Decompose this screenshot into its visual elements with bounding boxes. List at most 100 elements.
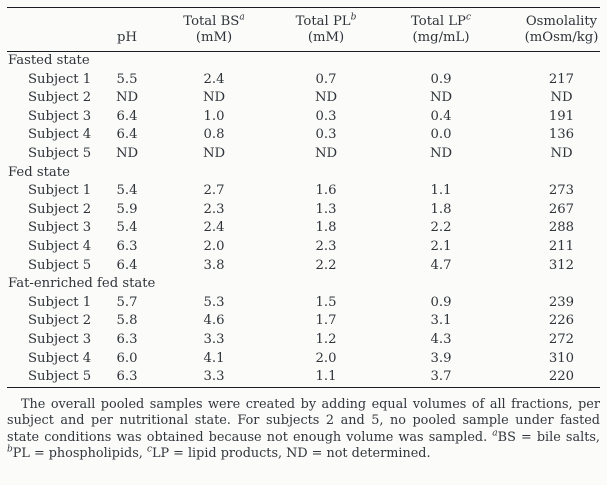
table-figure: pH Total BSa (mM) Total PLb (mM) Total L… xyxy=(7,7,600,463)
column-header-title: Total LPc xyxy=(383,12,499,30)
cell-value: 3.1 xyxy=(430,313,452,329)
column-header-title: Osmolality xyxy=(523,14,600,30)
column-header-total-bs: Total BSa (mM) xyxy=(159,7,269,52)
footnote-text: The overall pooled samples were created … xyxy=(7,397,600,463)
column-header-unit: (mg/mL) xyxy=(412,30,470,45)
column-header-ph: pH xyxy=(95,7,159,52)
footnote-marker-icon: b xyxy=(350,12,357,23)
cell-value: 4.6 xyxy=(203,313,225,329)
cell-value: 6.4 xyxy=(116,127,138,143)
table-row: Subject 2 ND ND ND ND ND xyxy=(7,89,600,108)
row-label: Subject 4 xyxy=(28,350,92,366)
section-title: Fasted state xyxy=(8,53,90,68)
column-header-title: Total BSa xyxy=(159,12,269,30)
header-empty-cell xyxy=(7,7,95,52)
cell-value: 5.4 xyxy=(116,183,138,199)
data-table: pH Total BSa (mM) Total PLb (mM) Total L… xyxy=(7,7,600,388)
row-label: Subject 2 xyxy=(28,90,92,106)
footnote-superscript: c xyxy=(146,444,152,455)
cell-value: 1.7 xyxy=(315,313,337,329)
column-header-osmolality: Osmolality (mOsm/kg) xyxy=(499,7,600,52)
footnote-segment: The overall pooled samples were created … xyxy=(7,396,600,445)
row-label: Subject 2 xyxy=(28,201,92,217)
cell-value: ND xyxy=(115,90,139,106)
table-row: Subject 4 6.3 2.0 2.3 2.1 211 xyxy=(7,238,600,257)
cell-value: 0.7 xyxy=(315,71,337,87)
cell-value: 136 xyxy=(548,127,575,143)
footnote-marker-icon: c xyxy=(465,12,471,23)
row-label: Subject 5 xyxy=(28,369,92,385)
section-title-row: Fed state xyxy=(7,164,600,183)
table-row: Subject 3 6.3 3.3 1.2 4.3 272 xyxy=(7,331,600,350)
column-header-unit: (mM) xyxy=(195,30,233,45)
cell-value: ND xyxy=(202,90,226,106)
cell-value: 1.1 xyxy=(315,369,337,385)
cell-value: 4.7 xyxy=(430,257,452,273)
table-row: Subject 1 5.7 5.3 1.5 0.9 239 xyxy=(7,294,600,313)
cell-value: 5.5 xyxy=(116,71,138,87)
cell-value: 226 xyxy=(548,313,575,329)
cell-value: 0.9 xyxy=(430,294,452,310)
footnote-superscript: b xyxy=(7,444,13,455)
cell-value: 3.8 xyxy=(203,257,225,273)
column-header-label: Osmolality xyxy=(525,14,598,29)
column-header-total-pl: Total PLb (mM) xyxy=(269,7,383,52)
cell-value: ND xyxy=(550,90,573,106)
table-row: Subject 4 6.4 0.8 0.3 0.0 136 xyxy=(7,126,600,145)
row-label: Subject 5 xyxy=(28,145,92,161)
cell-value: 0.8 xyxy=(203,127,225,143)
cell-value: 5.9 xyxy=(116,201,138,217)
cell-value: 3.3 xyxy=(203,369,225,385)
table-body: Fasted state Subject 1 5.5 2.4 0.7 0.9 217 Subj… xyxy=(7,52,600,388)
footnote-segment: BS = bile salts, xyxy=(497,429,600,445)
cell-value: 0.3 xyxy=(315,127,337,143)
cell-value: ND xyxy=(429,90,453,106)
cell-value: 1.5 xyxy=(315,294,337,310)
cell-value: 191 xyxy=(548,108,575,124)
cell-value: 1.1 xyxy=(430,183,452,199)
column-header-label: Total BS xyxy=(183,14,240,29)
row-label: Subject 4 xyxy=(28,127,92,143)
table-row: Subject 5 6.3 3.3 1.1 3.7 220 xyxy=(7,368,600,387)
row-label: Subject 3 xyxy=(28,108,92,124)
cell-value: 0.3 xyxy=(315,108,337,124)
table-header: pH Total BSa (mM) Total PLb (mM) Total L… xyxy=(7,7,600,52)
cell-value: 5.4 xyxy=(116,220,138,236)
cell-value: ND xyxy=(314,145,338,161)
row-label: Subject 4 xyxy=(28,238,92,254)
table-row: Subject 5 ND ND ND ND ND xyxy=(7,145,600,164)
cell-value: 2.7 xyxy=(203,183,225,199)
table-row: Subject 5 6.4 3.8 2.2 4.7 312 xyxy=(7,257,600,276)
section-title: Fed state xyxy=(8,164,70,180)
row-label: Subject 5 xyxy=(28,257,92,273)
cell-value: 288 xyxy=(548,220,575,236)
cell-value: 0.9 xyxy=(430,71,452,87)
column-header-unit: (mM) xyxy=(307,30,345,45)
footnote-superscript: a xyxy=(492,428,498,439)
column-header-label: pH xyxy=(117,30,137,45)
row-label: Subject 3 xyxy=(28,331,92,347)
cell-value: 310 xyxy=(548,350,575,366)
cell-value: 1.0 xyxy=(203,108,225,124)
footnote-marker-icon: a xyxy=(239,12,245,23)
cell-value: 267 xyxy=(548,201,575,217)
cell-value: 6.3 xyxy=(116,369,138,385)
cell-value: 272 xyxy=(548,331,575,347)
cell-value: 1.8 xyxy=(430,201,452,217)
cell-value: 2.1 xyxy=(430,238,452,254)
table-row: Subject 1 5.4 2.7 1.6 1.1 273 xyxy=(7,182,600,201)
cell-value: 1.2 xyxy=(315,331,337,347)
cell-value: 1.8 xyxy=(315,220,337,236)
cell-value: 5.8 xyxy=(116,313,138,329)
row-label: Subject 2 xyxy=(28,313,92,329)
cell-value: 4.3 xyxy=(430,331,452,347)
cell-value: 312 xyxy=(548,257,575,273)
section-title: Fat-enriched fed state xyxy=(8,276,156,292)
cell-value: 2.3 xyxy=(203,201,225,217)
cell-value: 0.0 xyxy=(430,127,452,143)
cell-value: 5.7 xyxy=(116,294,138,310)
cell-value: 220 xyxy=(548,369,575,385)
footnote-segment: PL = phospholipids, xyxy=(12,445,147,461)
table-row: Subject 2 5.9 2.3 1.3 1.8 267 xyxy=(7,201,600,220)
cell-value: 3.7 xyxy=(430,369,452,385)
